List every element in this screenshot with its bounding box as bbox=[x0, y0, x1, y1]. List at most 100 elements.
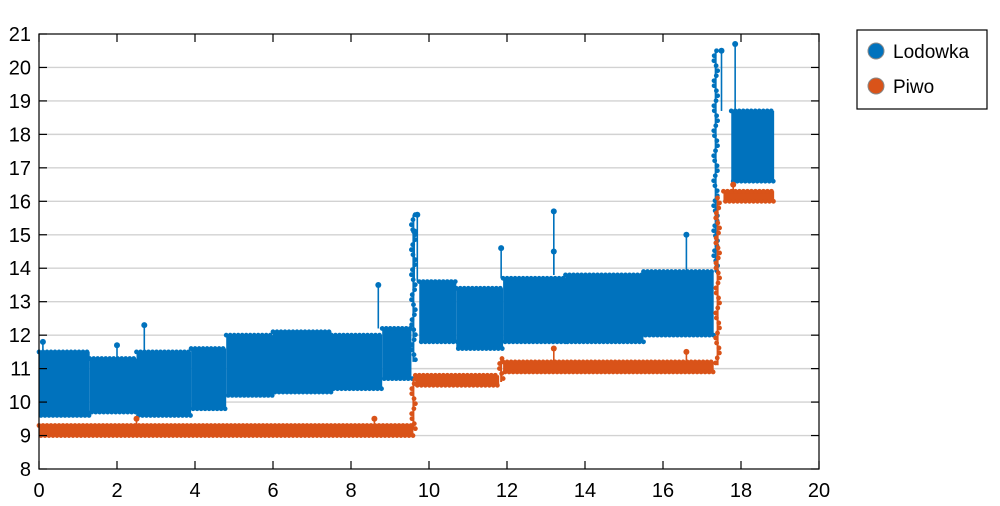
series-point-lodowka bbox=[351, 386, 356, 392]
series-point-piwo bbox=[751, 198, 756, 204]
series-point-piwo bbox=[715, 255, 721, 261]
series-point-lodowka bbox=[162, 349, 167, 355]
series-point-lodowka bbox=[740, 108, 746, 114]
series-point-piwo bbox=[460, 372, 466, 378]
series-point-piwo bbox=[250, 433, 256, 438]
series-point-piwo bbox=[314, 433, 320, 438]
y-tick-label: 15 bbox=[9, 225, 31, 247]
series-point-lodowka bbox=[265, 392, 271, 398]
series-point-piwo bbox=[380, 423, 386, 428]
y-tick-label: 11 bbox=[10, 359, 31, 381]
series-point-piwo bbox=[468, 372, 474, 378]
series-point-lodowka bbox=[405, 376, 411, 382]
series-point-piwo bbox=[528, 359, 534, 365]
series-point-lodowka bbox=[131, 356, 137, 361]
series-point-piwo bbox=[212, 423, 218, 428]
series-band-lodowka bbox=[331, 335, 383, 389]
series-point-lodowka bbox=[46, 413, 52, 418]
series-point-lodowka bbox=[276, 389, 282, 395]
series-point-piwo bbox=[234, 433, 240, 438]
series-point-piwo bbox=[499, 356, 505, 361]
series-point-lodowka bbox=[214, 406, 220, 412]
series-point-lodowka bbox=[715, 93, 721, 99]
series-point-piwo bbox=[210, 433, 216, 438]
series-point-lodowka bbox=[483, 346, 489, 351]
series-point-lodowka bbox=[50, 413, 56, 418]
series-point-lodowka bbox=[42, 413, 48, 418]
series-point-piwo bbox=[256, 423, 262, 428]
series-point-piwo bbox=[440, 372, 446, 378]
y-tick-label: 16 bbox=[9, 191, 31, 213]
series-point-lodowka bbox=[607, 272, 612, 278]
series-point-piwo bbox=[516, 359, 522, 365]
y-tick-label: 18 bbox=[9, 124, 31, 146]
series-point-piwo bbox=[488, 372, 494, 378]
series-point-piwo bbox=[206, 433, 212, 438]
series-point-piwo bbox=[308, 423, 314, 428]
x-tick-label: 16 bbox=[652, 480, 674, 502]
series-point-piwo bbox=[582, 369, 588, 375]
series-point-lodowka bbox=[218, 406, 224, 412]
series-point-piwo bbox=[400, 423, 406, 428]
series-point-piwo bbox=[146, 433, 152, 438]
series-point-piwo bbox=[692, 359, 698, 365]
series-point-piwo bbox=[90, 433, 96, 438]
series-point-piwo bbox=[312, 423, 318, 428]
series-point-lodowka bbox=[440, 279, 446, 285]
series-point-piwo bbox=[402, 433, 408, 438]
series-point-lodowka bbox=[712, 248, 717, 254]
series-point-lodowka bbox=[188, 346, 194, 351]
series-point-lodowka bbox=[711, 128, 717, 134]
series-point-lodowka bbox=[705, 269, 710, 274]
series-point-lodowka bbox=[359, 386, 364, 392]
series-point-piwo bbox=[716, 205, 722, 211]
series-point-piwo bbox=[182, 433, 188, 438]
series-point-piwo bbox=[158, 433, 164, 438]
series-point-lodowka bbox=[711, 203, 717, 209]
series-point-lodowka bbox=[257, 392, 263, 398]
series-point-lodowka bbox=[316, 389, 322, 395]
series-point-lodowka bbox=[409, 322, 415, 328]
series-point-piwo bbox=[136, 423, 142, 428]
series-point-lodowka bbox=[152, 413, 157, 418]
series-point-lodowka bbox=[312, 389, 318, 395]
series-point-lodowka bbox=[245, 392, 251, 398]
series-point-lodowka bbox=[381, 376, 387, 382]
series-point-piwo bbox=[478, 382, 484, 388]
series-point-lodowka bbox=[571, 272, 576, 278]
series-point-piwo bbox=[494, 382, 500, 388]
series-point-piwo bbox=[715, 330, 720, 336]
series-point-lodowka bbox=[270, 329, 276, 335]
series-point-piwo bbox=[44, 423, 50, 428]
series-point-lodowka bbox=[487, 346, 493, 351]
series-point-lodowka bbox=[617, 339, 622, 345]
series-point-lodowka bbox=[174, 349, 179, 355]
series-point-lodowka bbox=[581, 339, 586, 345]
series-point-lodowka bbox=[463, 346, 469, 351]
series-point-lodowka bbox=[713, 88, 719, 94]
y-tick-label: 19 bbox=[9, 91, 31, 113]
series-point-piwo bbox=[480, 372, 486, 378]
series-point-lodowka bbox=[160, 413, 165, 418]
series-point-lodowka bbox=[673, 269, 678, 274]
series-point-lodowka bbox=[502, 339, 508, 345]
series-point-piwo bbox=[296, 423, 302, 428]
series-point-lodowka bbox=[292, 389, 298, 395]
series-point-piwo bbox=[771, 198, 776, 204]
series-point-lodowka bbox=[591, 272, 596, 278]
series-point-piwo bbox=[116, 423, 122, 428]
series-point-piwo bbox=[716, 230, 721, 236]
series-point-piwo bbox=[636, 359, 642, 365]
series-point-piwo bbox=[148, 423, 154, 428]
series-point-piwo bbox=[192, 423, 198, 428]
series-point-piwo bbox=[717, 275, 722, 281]
series-point-piwo bbox=[548, 359, 554, 365]
series-point-piwo bbox=[88, 423, 94, 428]
x-tick-label: 2 bbox=[111, 480, 122, 502]
series-point-lodowka bbox=[288, 389, 294, 395]
series-point-piwo bbox=[717, 300, 722, 306]
series-point-piwo bbox=[522, 369, 528, 375]
series-point-lodowka bbox=[512, 275, 518, 281]
series-point-lodowka bbox=[188, 413, 193, 418]
x-tick-label: 12 bbox=[496, 480, 518, 502]
